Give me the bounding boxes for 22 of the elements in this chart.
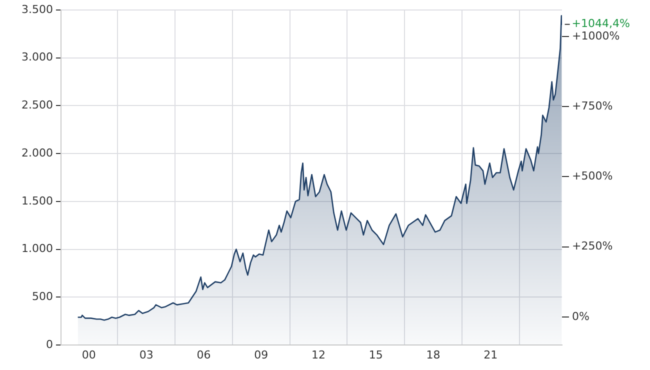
y2-tick-label: 0% — [572, 310, 590, 323]
y-tick-label: 1.000 — [22, 242, 53, 256]
x-tick-label: 21 — [484, 348, 498, 362]
y-tick-label: 2.500 — [22, 98, 53, 112]
y-tick-label: 1.500 — [22, 194, 53, 208]
y-tick-label: 3.500 — [22, 2, 53, 16]
x-tick-label: 00 — [82, 348, 96, 362]
y2-tick-label: +1000% — [572, 29, 620, 42]
y-tick-label: 0 — [46, 338, 53, 351]
x-tick-label: 12 — [311, 348, 326, 362]
x-tick-label: 03 — [139, 348, 154, 362]
y-tick-label: 2.000 — [22, 146, 53, 160]
x-tick-label: 15 — [368, 348, 383, 362]
annotation: +1044,4% — [572, 17, 630, 30]
y2-tick-label: +750% — [572, 99, 613, 112]
x-tick-label: 06 — [196, 348, 211, 362]
x-tick-label: 09 — [254, 348, 268, 362]
y2-tick-label: +250% — [572, 240, 613, 253]
x-tick-label: 18 — [426, 348, 440, 362]
y-tick-label: 500 — [32, 290, 53, 303]
y-tick-label: 3.000 — [22, 50, 53, 64]
y2-tick-label: +500% — [572, 170, 613, 183]
